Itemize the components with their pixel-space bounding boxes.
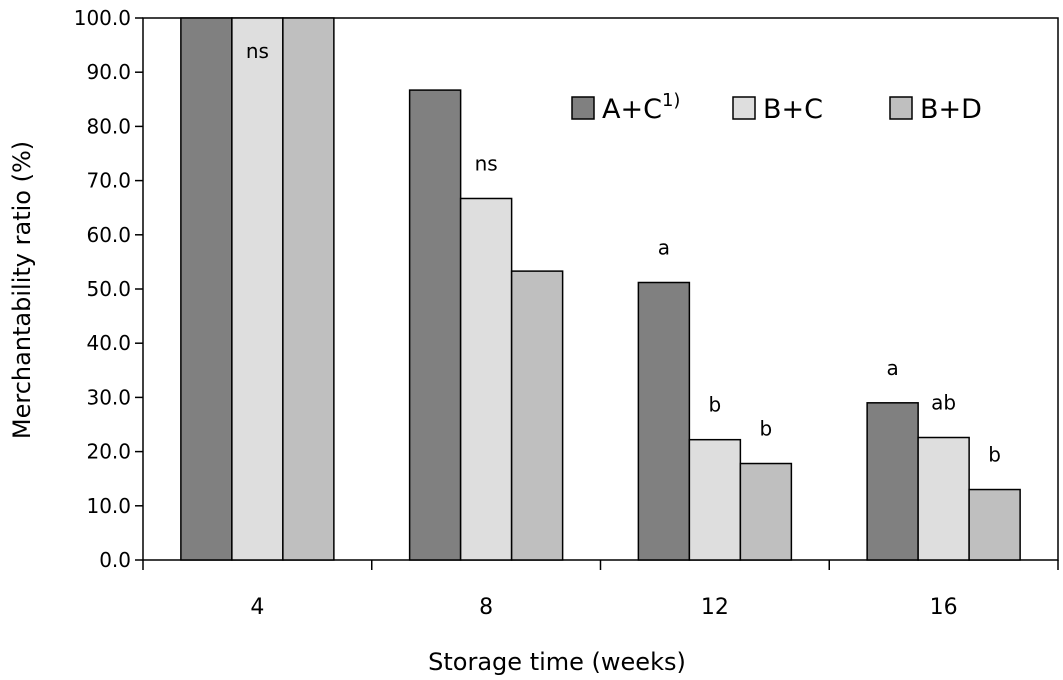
- significance-label: b: [709, 393, 722, 417]
- x-axis: 4 8 12 16: [142, 560, 1059, 620]
- significance-label: a: [658, 235, 670, 259]
- x-tick-label: 12: [701, 595, 729, 620]
- y-axis-title: Merchantability ratio (%): [8, 141, 36, 439]
- legend-swatch: [732, 96, 756, 120]
- significance-label: b: [760, 417, 773, 441]
- bar: [637, 281, 691, 561]
- bar: [282, 17, 335, 561]
- y-tick-label: 20.0: [86, 440, 131, 464]
- y-tick-label: 60.0: [86, 223, 131, 247]
- y-tick-label: 70.0: [86, 169, 131, 193]
- significance-label: ab: [931, 391, 956, 415]
- significance-label: a: [886, 356, 898, 380]
- legend-label: B+D: [920, 94, 982, 125]
- bar: [688, 438, 742, 561]
- y-tick-label: 0.0: [99, 548, 131, 572]
- bar: [408, 89, 462, 561]
- y-tick-label: 80.0: [86, 114, 131, 138]
- y-tick-label: 30.0: [86, 385, 131, 409]
- x-tick-label: 16: [930, 595, 958, 620]
- significance-label: ns: [475, 151, 498, 175]
- y-tick-label: 40.0: [86, 331, 131, 355]
- bar: [180, 17, 233, 561]
- x-axis-title: Storage time (weeks): [428, 648, 686, 676]
- y-axis: 0.0 10.0 20.0 30.0 40.0 50.0 60.0 70.0 80.0 90.0 1…: [74, 6, 143, 572]
- significance-label: b: [988, 443, 1001, 467]
- x-tick-label: 4: [250, 595, 264, 620]
- bar: [866, 402, 919, 561]
- y-tick-label: 10.0: [86, 494, 131, 518]
- significance-label: ns: [246, 39, 269, 63]
- bar: [917, 436, 970, 561]
- legend-swatch: [571, 96, 595, 120]
- y-tick-label: 50.0: [86, 277, 131, 301]
- y-tick-label: 90.0: [86, 60, 131, 84]
- y-tick-label: 100.0: [74, 6, 131, 30]
- bar: [968, 488, 1021, 561]
- bar: [739, 462, 793, 561]
- bar: [459, 197, 513, 561]
- legend: A+C1) B+C B+D: [571, 90, 982, 125]
- bar-group: [180, 17, 1021, 561]
- bar: [231, 17, 284, 561]
- x-tick-label: 8: [479, 595, 493, 620]
- legend-swatch: [889, 96, 913, 120]
- legend-label: B+C: [763, 94, 823, 125]
- bar: [510, 270, 564, 561]
